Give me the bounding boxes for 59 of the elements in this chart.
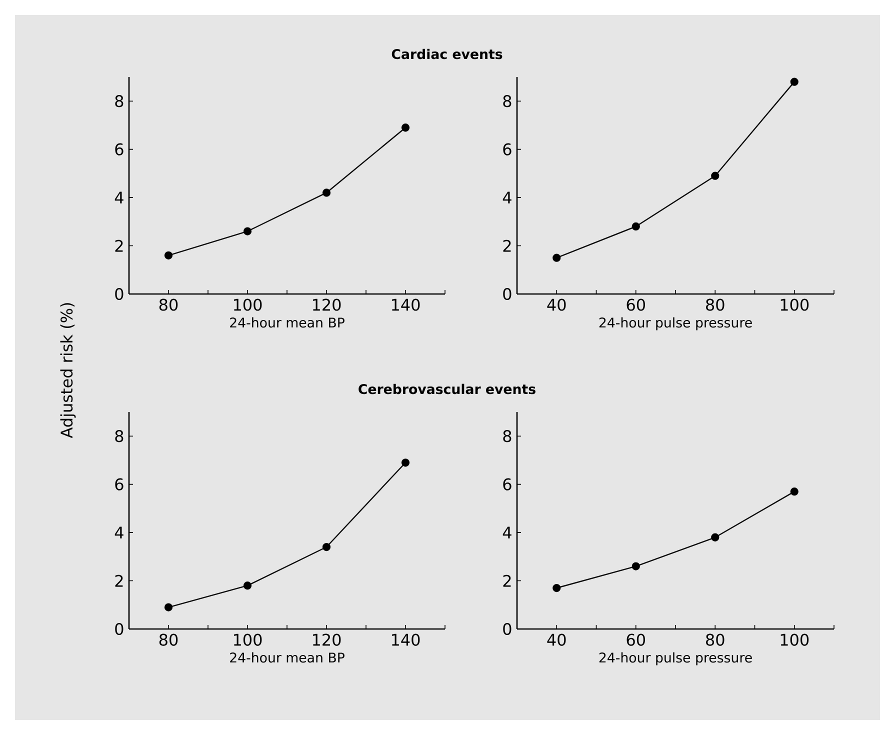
x-tick-label: 100 [234,634,262,646]
point [243,227,252,236]
y-tick-label: 2 [503,240,511,252]
point [632,562,640,570]
point [401,124,410,132]
y-tick-label: 4 [502,192,512,204]
point [790,78,798,86]
y-tick-label: 2 [503,574,511,587]
x-axis-title: 24-hour pulse pressure [599,317,752,330]
x-tick-label: 40 [547,634,566,646]
point [790,488,798,496]
point [552,254,561,262]
x-tick-label: 80 [159,298,178,311]
point [243,582,252,590]
x-tick-label: 60 [626,298,645,311]
point [164,251,173,260]
y-tick-label: 8 [503,430,512,442]
x-tick-label: 100 [234,298,262,311]
x-tick-label: 100 [780,634,809,646]
x-tick-label: 80 [706,634,724,646]
point [322,188,331,197]
x-tick-label: 100 [780,298,809,311]
y-tick-label: 0 [115,288,124,300]
point [552,584,561,592]
y-tick-label: 8 [115,95,124,108]
x-tick-label: 120 [312,298,341,311]
y-tick-label: 0 [503,622,512,636]
point [711,172,720,180]
y-tick-label: 0 [115,622,124,636]
y-axis-title: Adjusted risk (%) [60,303,76,438]
y-tick-label: 2 [115,574,123,587]
point [632,222,640,231]
x-tick-label: 40 [547,298,566,311]
point [322,542,331,552]
x-tick-label: 80 [159,634,178,646]
x-axis-title: 24-hour pulse pressure [599,652,752,666]
y-tick-label: 2 [115,240,123,252]
x-tick-label: 120 [312,634,341,646]
y-tick-label: 4 [114,192,124,204]
y-tick-label: 6 [503,478,512,490]
x-tick-label: 80 [706,298,724,311]
y-tick-label: 8 [503,95,512,108]
point [711,533,720,542]
y-tick-label: 0 [503,288,512,300]
y-tick-label: 4 [502,526,512,538]
x-tick-label: 60 [626,634,645,646]
y-tick-label: 6 [503,143,512,156]
y-tick-label: 6 [115,478,124,490]
x-axis-title: 24-hour mean BP [230,317,344,328]
point [401,458,410,467]
point [164,603,173,612]
y-tick-label: 6 [115,143,124,156]
y-tick-label: 8 [115,430,124,442]
x-axis-title: 24-hour mean BP [230,652,344,663]
x-tick-label: 140 [392,634,420,646]
chart-title: Cerebrovascular events [358,384,536,394]
chart-title: Cardiac events [392,48,502,60]
x-tick-label: 140 [392,298,420,311]
y-tick-label: 4 [114,526,124,538]
